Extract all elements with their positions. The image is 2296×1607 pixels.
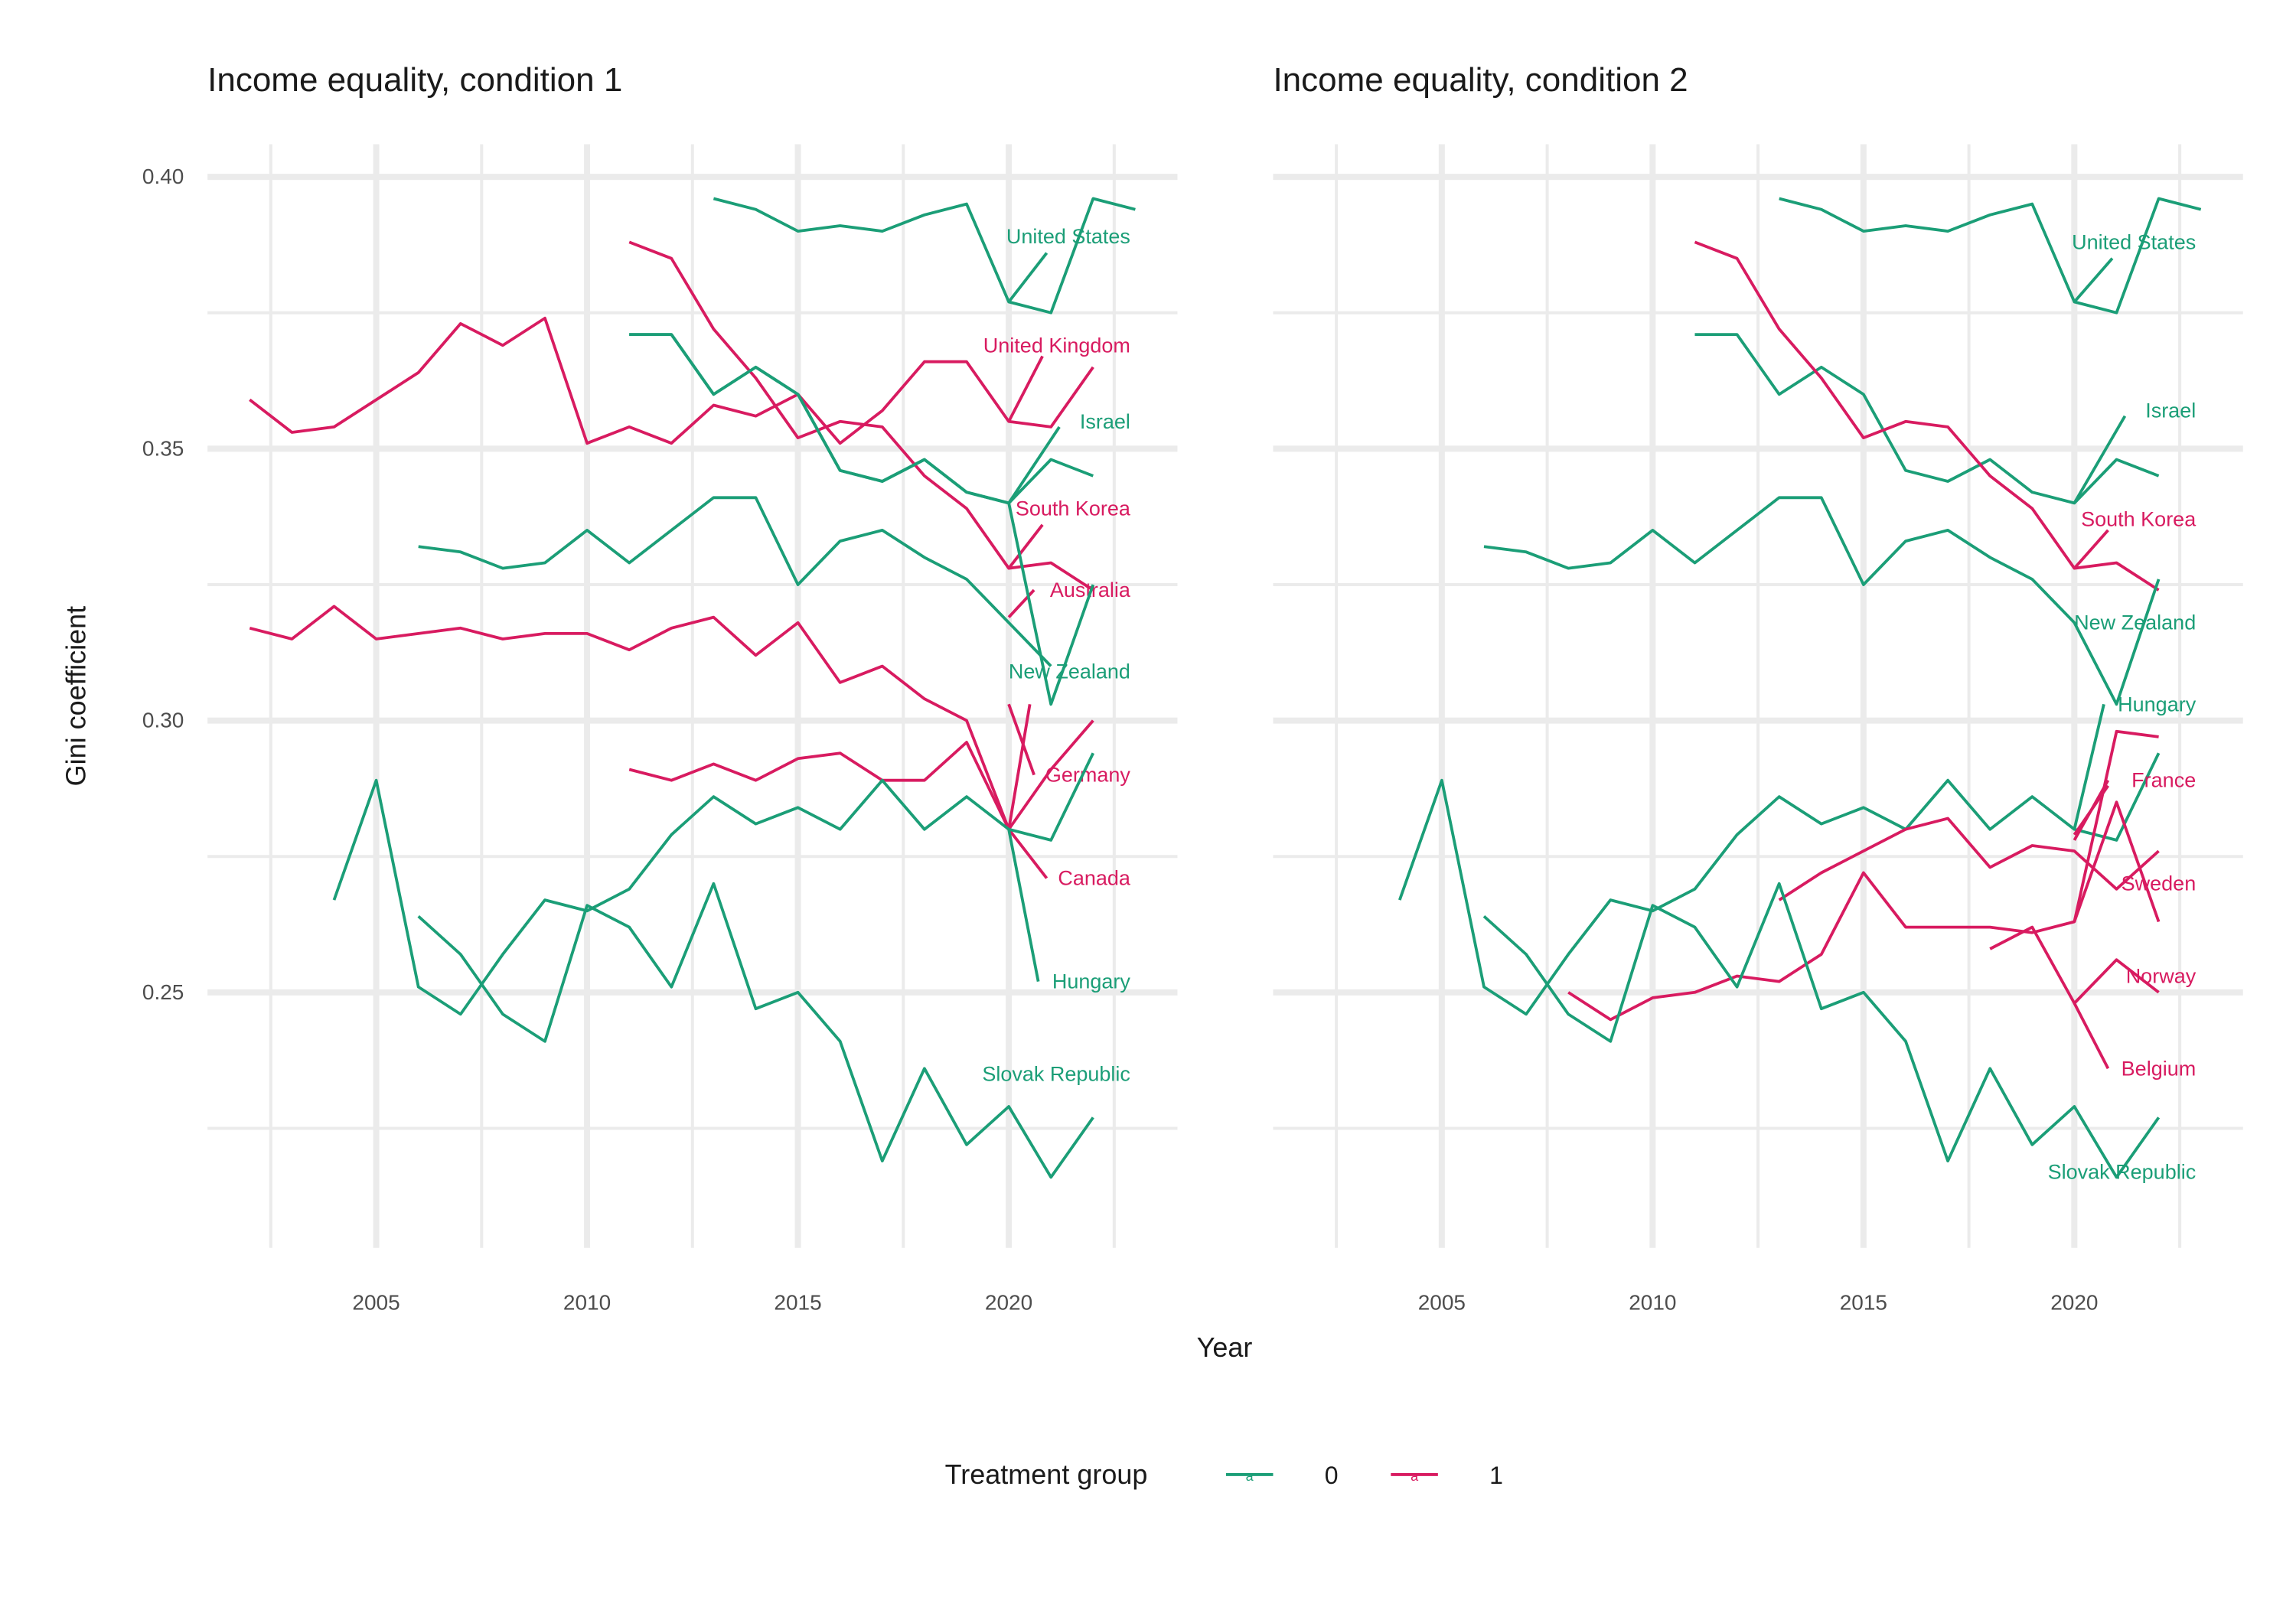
label-leader-line [1007, 425, 1061, 504]
series-line [1778, 817, 2160, 901]
panel-title: Income equality, condition 1 [207, 61, 622, 99]
legend-title: Treatment group [945, 1459, 1148, 1490]
x-tick-label: 2015 [774, 1291, 821, 1315]
x-axis-title: Year [1197, 1332, 1253, 1363]
label-leader-line [1007, 703, 1035, 776]
panel-condition-2: Income equality, condition 2 2005 2010 2015… [1273, 61, 2243, 1315]
series-label: Canada [1058, 867, 1131, 890]
legend: Treatment group a 0 a 1 [945, 1459, 1503, 1490]
y-tick-label: 0.25 [142, 980, 184, 1004]
label-leader-line [2073, 415, 2127, 504]
legend-key-glyph: a [1246, 1468, 1254, 1484]
series-line [332, 752, 1095, 1016]
series-line [249, 316, 1094, 445]
series-line [2073, 800, 2161, 923]
legend-item-label: 0 [1325, 1462, 1339, 1489]
label-leader-line [1007, 828, 1049, 879]
label-leader-line [2073, 529, 2109, 569]
series-label: Norway [2126, 965, 2197, 988]
series-line [417, 882, 1094, 1179]
panel-condition-1: Income equality, condition 1 2005 2010 2015… [142, 61, 1178, 1315]
series-line [628, 240, 1094, 592]
series-label: United States [2072, 230, 2196, 253]
x-tick-label: 2015 [1840, 1291, 1887, 1315]
series-line [628, 719, 1094, 831]
legend-item-label: 1 [1489, 1462, 1503, 1489]
label-leader-line [1007, 252, 1049, 303]
series-line [713, 197, 1136, 315]
series-label: United Kingdom [983, 334, 1130, 357]
x-tick-label: 2010 [1629, 1291, 1676, 1315]
label-leader-line [1007, 355, 1044, 422]
label-leader-line [2073, 784, 2110, 836]
x-tick-label: 2005 [352, 1291, 400, 1315]
series-label: Israel [2145, 399, 2196, 422]
series-label: South Korea [1016, 497, 1131, 520]
x-tick-label: 2020 [2050, 1291, 2098, 1315]
label-leader-line [1007, 829, 1040, 982]
series-label: New Zealand [2074, 611, 2196, 634]
series-label: United States [1006, 225, 1130, 248]
series-label: Hungary [1052, 970, 1131, 993]
label-leader-line [2073, 1002, 2110, 1070]
x-tick-label: 2020 [985, 1291, 1032, 1315]
series-line [1567, 729, 2159, 1022]
series-line [1779, 197, 2202, 315]
series-label: Sweden [2122, 872, 2197, 895]
series-label: Slovak Republic [982, 1062, 1130, 1085]
x-tick-label: 2005 [1418, 1291, 1466, 1315]
series-label: Slovak Republic [2048, 1160, 2197, 1183]
y-tick-label: 0.30 [142, 709, 184, 732]
label-leader-line [2073, 703, 2105, 830]
legend-key-glyph: a [1411, 1468, 1419, 1484]
series-line [1694, 333, 2160, 505]
y-tick-label: 0.40 [142, 165, 184, 188]
series-line [1989, 925, 2160, 1005]
panel-title: Income equality, condition 2 [1273, 61, 1688, 99]
series-label: Belgium [2122, 1057, 2197, 1080]
label-leader-line [1007, 523, 1044, 569]
y-axis-title: Gini coefficient [60, 606, 92, 786]
series-line [1398, 752, 2161, 1016]
series-label: Hungary [2118, 693, 2197, 715]
series-label: Germany [1045, 764, 1131, 787]
series-line [249, 605, 1032, 831]
series-line [629, 333, 1095, 706]
series-label: South Korea [2081, 508, 2197, 531]
series-line [1483, 496, 2161, 706]
series-label: Israel [1080, 410, 1130, 433]
series-line [1482, 882, 2161, 1179]
series-label: France [2131, 769, 2196, 792]
series-line [1007, 588, 1035, 618]
y-tick-label: 0.35 [142, 436, 184, 460]
label-leader-line [2073, 257, 2114, 303]
series-line [1694, 240, 2160, 592]
series-label: New Zealand [1009, 660, 1130, 683]
x-tick-label: 2010 [563, 1291, 611, 1315]
series-line [418, 496, 1052, 667]
